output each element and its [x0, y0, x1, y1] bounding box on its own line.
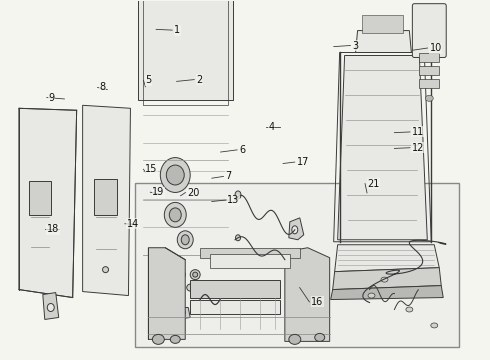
- Text: 7: 7: [225, 171, 232, 181]
- Ellipse shape: [178, 272, 183, 277]
- Text: 16: 16: [311, 297, 323, 307]
- Text: 10: 10: [430, 43, 442, 53]
- Text: 20: 20: [187, 188, 200, 198]
- Text: 15: 15: [146, 164, 158, 174]
- Ellipse shape: [163, 272, 168, 277]
- Bar: [190, 300, 280, 315]
- Ellipse shape: [381, 277, 388, 282]
- Ellipse shape: [163, 289, 167, 293]
- Bar: [210, 254, 290, 268]
- Polygon shape: [155, 15, 195, 50]
- Ellipse shape: [164, 202, 186, 227]
- Ellipse shape: [187, 284, 194, 291]
- Ellipse shape: [47, 303, 54, 311]
- Ellipse shape: [152, 334, 164, 345]
- Text: 18: 18: [47, 225, 59, 234]
- Bar: [419, 67, 439, 75]
- Ellipse shape: [179, 310, 185, 315]
- Text: 19: 19: [152, 187, 165, 197]
- Ellipse shape: [171, 336, 180, 343]
- Ellipse shape: [191, 71, 195, 75]
- Ellipse shape: [292, 226, 298, 234]
- Bar: [135, 183, 459, 347]
- Ellipse shape: [190, 270, 200, 280]
- Ellipse shape: [102, 267, 108, 273]
- Ellipse shape: [368, 293, 375, 298]
- Ellipse shape: [176, 288, 180, 292]
- Text: 14: 14: [127, 219, 139, 229]
- Text: 12: 12: [412, 143, 424, 153]
- Text: 17: 17: [297, 157, 309, 167]
- Polygon shape: [338, 55, 427, 240]
- Ellipse shape: [177, 231, 193, 249]
- Polygon shape: [356, 31, 412, 53]
- Bar: [138, 0, 233, 100]
- Text: 9: 9: [49, 93, 55, 103]
- Polygon shape: [335, 245, 439, 272]
- Bar: [419, 54, 439, 62]
- Ellipse shape: [175, 270, 185, 280]
- Bar: [187, 54, 199, 68]
- Polygon shape: [331, 285, 443, 300]
- Ellipse shape: [181, 235, 189, 245]
- Text: 11: 11: [412, 127, 424, 137]
- Text: 13: 13: [227, 195, 240, 205]
- Ellipse shape: [168, 278, 176, 285]
- Ellipse shape: [169, 208, 181, 222]
- Ellipse shape: [174, 285, 182, 293]
- Text: 2: 2: [196, 75, 202, 85]
- Ellipse shape: [315, 333, 325, 341]
- Bar: [94, 179, 118, 215]
- Ellipse shape: [166, 165, 184, 185]
- FancyBboxPatch shape: [413, 4, 446, 58]
- Polygon shape: [333, 268, 441, 289]
- Ellipse shape: [160, 270, 171, 280]
- Bar: [29, 181, 51, 215]
- Ellipse shape: [431, 323, 438, 328]
- Polygon shape: [148, 248, 185, 339]
- Text: 6: 6: [239, 145, 245, 155]
- Polygon shape: [83, 105, 130, 296]
- Polygon shape: [285, 248, 330, 341]
- Polygon shape: [43, 293, 59, 319]
- Ellipse shape: [236, 235, 241, 241]
- Text: 3: 3: [352, 41, 359, 50]
- Text: 8: 8: [99, 82, 106, 93]
- Ellipse shape: [161, 287, 170, 296]
- Text: 21: 21: [367, 179, 379, 189]
- Bar: [163, 24, 187, 45]
- Ellipse shape: [193, 272, 197, 277]
- Text: 4: 4: [269, 122, 274, 132]
- Ellipse shape: [425, 95, 433, 101]
- Bar: [144, 0, 228, 105]
- Text: 5: 5: [146, 75, 152, 85]
- Bar: [362, 15, 403, 32]
- Text: 1: 1: [174, 25, 180, 35]
- Ellipse shape: [160, 158, 190, 193]
- Bar: [419, 80, 439, 88]
- Polygon shape: [19, 108, 76, 298]
- Ellipse shape: [235, 191, 241, 199]
- Bar: [200, 248, 300, 258]
- Polygon shape: [289, 218, 304, 240]
- Bar: [190, 280, 280, 298]
- Polygon shape: [175, 307, 190, 319]
- Ellipse shape: [289, 334, 301, 345]
- Ellipse shape: [406, 307, 413, 312]
- Bar: [163, 67, 185, 72]
